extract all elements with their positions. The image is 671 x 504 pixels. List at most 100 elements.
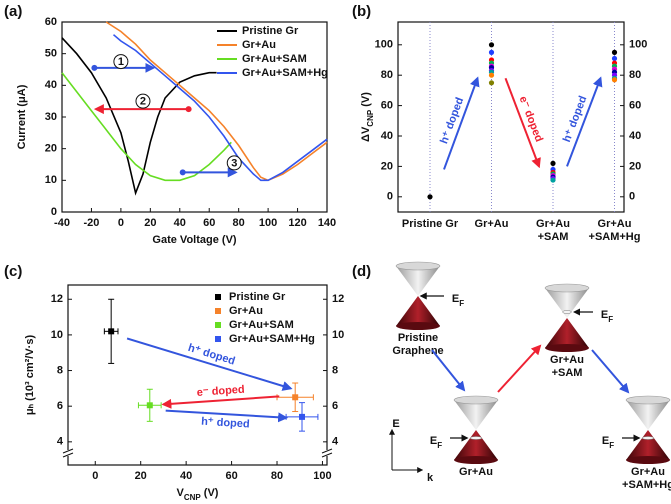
x-tick-label: 120: [288, 217, 306, 229]
x-tick-label: 100: [313, 470, 331, 482]
y-axis-label: ΔVCNP (V): [360, 92, 375, 142]
data-point: [488, 42, 495, 48]
text-part: E: [602, 435, 609, 447]
fermi-plane: [469, 436, 483, 440]
text-part: CNP: [184, 493, 202, 502]
axis-break: [321, 448, 333, 454]
text-part: F: [459, 299, 464, 308]
energy-axis-label: E: [392, 418, 399, 430]
cone-rim: [453, 395, 499, 405]
state-label: +SAM: [552, 367, 583, 379]
x-tick-label: 20: [135, 470, 147, 482]
panel-label: (b): [352, 3, 371, 20]
y2-tick-label: 6: [332, 400, 338, 412]
upper-cone: [454, 400, 498, 430]
y-tick-label: 100: [375, 39, 393, 51]
panel-label: (c): [4, 263, 22, 280]
transition-arrow: [591, 349, 630, 394]
legend-swatch: [215, 336, 221, 342]
cone-rim: [396, 322, 440, 330]
y2-tick-label: 0: [629, 191, 635, 203]
x-tick-label: -40: [54, 217, 70, 229]
lower-cone: [626, 430, 670, 460]
upper-cone: [545, 288, 589, 318]
y2-tick-label: 60: [629, 100, 641, 112]
y-axis-label: μₕ (10³ cm²/V·s): [24, 335, 36, 416]
data-point: [427, 194, 433, 200]
y-tick-label: 6: [57, 400, 63, 412]
series-line: [61, 37, 217, 196]
x-axis-label: Gate Voltage (V): [152, 234, 236, 246]
legend-label: Gr+Au+SAM: [229, 319, 294, 331]
legend-swatch: [215, 294, 221, 300]
state-label: Graphene: [392, 345, 443, 357]
x-tick-label: 140: [318, 217, 336, 229]
axis-break: [62, 452, 74, 458]
x-tick-label: Pristine Gr: [402, 218, 459, 230]
x-tick-label: 0: [92, 470, 98, 482]
y2-tick-label: 20: [629, 160, 641, 172]
text-part: ΔV: [360, 126, 372, 142]
text-part: F: [609, 441, 614, 450]
plot-frame: [61, 21, 328, 213]
x-tick-label: 60: [203, 217, 215, 229]
cone-rim: [454, 456, 498, 464]
transition-arrow: [497, 344, 542, 393]
transition-arrow: [431, 349, 466, 392]
data-point: [550, 160, 556, 166]
arrow-start: [91, 64, 98, 71]
fermi-label: EF: [452, 293, 464, 308]
x-tick-label: 100: [259, 217, 277, 229]
data-point: [292, 394, 299, 401]
annotation: 1: [118, 56, 124, 68]
annotation-arrow: [443, 76, 480, 170]
upper-cone: [396, 266, 440, 296]
lower-cone: [545, 318, 589, 348]
y-tick-label: 10: [51, 329, 63, 341]
y2-tick-label: 40: [629, 130, 641, 142]
y-tick-label: 0: [51, 206, 57, 218]
legend-label: Gr+Au+SAM+Hg: [242, 67, 328, 79]
x-tick-label: Gr+Au: [475, 218, 509, 230]
legend-label: Pristine Gr: [229, 291, 286, 303]
y-tick-label: 40: [381, 130, 393, 142]
y2-tick-label: 80: [629, 69, 641, 81]
data-point: [299, 413, 306, 420]
data-point: [550, 177, 556, 183]
y-tick-label: 30: [45, 111, 57, 123]
x-tick-label: 20: [144, 217, 156, 229]
data-point: [108, 328, 115, 335]
text-part: V: [177, 487, 185, 499]
legend-label: Gr+Au: [242, 39, 276, 51]
cone-rim: [544, 283, 590, 293]
text-part: E: [601, 309, 608, 321]
annotation-circle: [226, 155, 242, 171]
series-line: [61, 72, 232, 182]
y2-tick-label: 4: [332, 436, 339, 448]
annotation-circle: [113, 54, 129, 70]
annotation-arrow: [126, 337, 293, 391]
text-part: (V): [201, 487, 219, 499]
panel-label: (a): [4, 3, 22, 20]
data-point: [611, 77, 618, 83]
fermi-label: EF: [601, 309, 613, 324]
x-axis-label: VCNP (V): [177, 487, 219, 502]
annotation-arrow: [161, 395, 280, 409]
y2-tick-label: 100: [629, 39, 647, 51]
fermi-plane: [641, 436, 655, 440]
state-label: +SAM+Hg: [622, 479, 671, 491]
annotation: h⁺ doped: [201, 416, 250, 431]
annotation: 2: [140, 96, 146, 108]
state-label: Gr+Au: [550, 354, 584, 366]
legend-label: Gr+Au: [229, 305, 263, 317]
x-tick-label: 40: [174, 217, 186, 229]
legend-label: Gr+Au+SAM+Hg: [229, 333, 315, 345]
y-tick-label: 20: [381, 160, 393, 172]
fermi-plane: [562, 310, 572, 314]
momentum-axis-label: k: [427, 472, 434, 484]
y-tick-label: 60: [381, 100, 393, 112]
y-tick-label: 4: [57, 436, 64, 448]
annotation-arrow: [504, 77, 541, 169]
y-axis-label: Current (μA): [16, 84, 28, 149]
